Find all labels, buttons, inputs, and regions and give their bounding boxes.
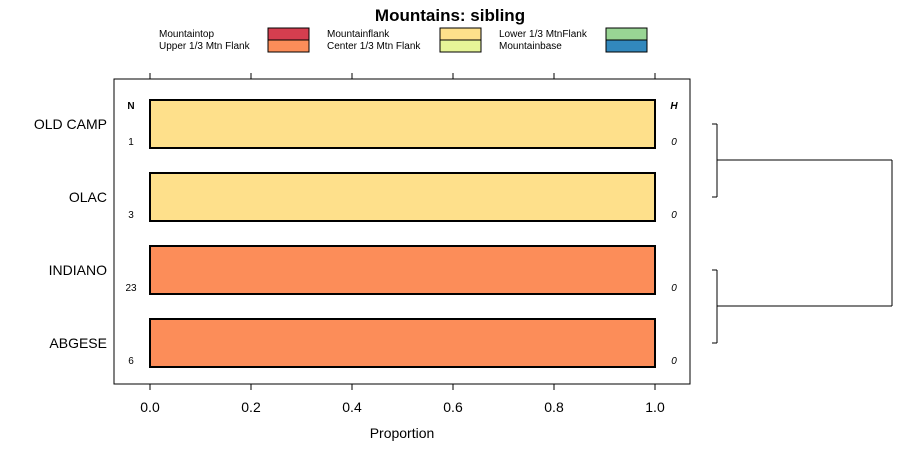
legend-label-upper-1-3-mtn-flank: Upper 1/3 Mtn Flank — [159, 41, 251, 52]
n-column-header: N — [127, 101, 134, 112]
category-label: INDIANO — [49, 262, 107, 278]
x-axis: 0.0 0.2 0.4 0.6 0.8 1.0 — [140, 73, 665, 415]
legend-label-mountainflank: Mountainflank — [327, 29, 390, 40]
legend-swatch-lower-1-3-mtnflank — [605, 27, 648, 41]
x-tick-label: 0.0 — [140, 399, 160, 415]
x-tick-label: 0.2 — [241, 399, 261, 415]
bars: OLD CAMP 1 0 OLAC 3 0 INDIANO 23 0 ABGESE 6 0 — [34, 99, 677, 368]
category-label: OLAC — [69, 189, 107, 205]
legend-label-center-1-3-mtn-flank: Center 1/3 Mtn Flank — [327, 41, 421, 52]
x-tick-label: 0.8 — [544, 399, 564, 415]
legend-swatch-mountaintop — [267, 27, 310, 41]
h-value: 0 — [671, 210, 677, 221]
bar-old-camp-mountainflank — [149, 99, 656, 149]
h-column-header: H — [670, 101, 678, 112]
x-tick-label: 0.6 — [443, 399, 463, 415]
legend-swatch-upper-1-3-mtn-flank — [267, 39, 310, 53]
h-value: 0 — [671, 356, 677, 367]
n-value: 1 — [128, 137, 134, 148]
n-value: 6 — [128, 356, 134, 367]
legend-label-mountaintop: Mountaintop — [159, 29, 214, 40]
x-tick-label: 0.4 — [342, 399, 362, 415]
chart-title: Mountains: sibling — [375, 6, 525, 25]
legend-swatch-center-1-3-mtn-flank — [439, 39, 482, 53]
legend-label-mountainbase: Mountainbase — [499, 41, 562, 52]
legend-swatch-mountainflank — [439, 27, 482, 41]
category-label: ABGESE — [49, 335, 107, 351]
bar-indiano-upper-1-3-mtn-flank — [149, 245, 656, 295]
x-axis-title: Proportion — [370, 425, 435, 441]
bar-abgese-upper-1-3-mtn-flank — [149, 318, 656, 368]
legend-swatch-mountainbase — [605, 39, 648, 53]
n-value: 23 — [125, 283, 137, 294]
x-tick-label: 1.0 — [645, 399, 665, 415]
bar-olac-mountainflank — [149, 172, 656, 222]
category-label: OLD CAMP — [34, 116, 107, 132]
dendrogram — [712, 123, 893, 344]
h-value: 0 — [671, 283, 677, 294]
n-value: 3 — [128, 210, 134, 221]
legend-label-lower-1-3-mtnflank: Lower 1/3 MtnFlank — [499, 29, 588, 40]
h-value: 0 — [671, 137, 677, 148]
plot-frame — [113, 78, 691, 385]
